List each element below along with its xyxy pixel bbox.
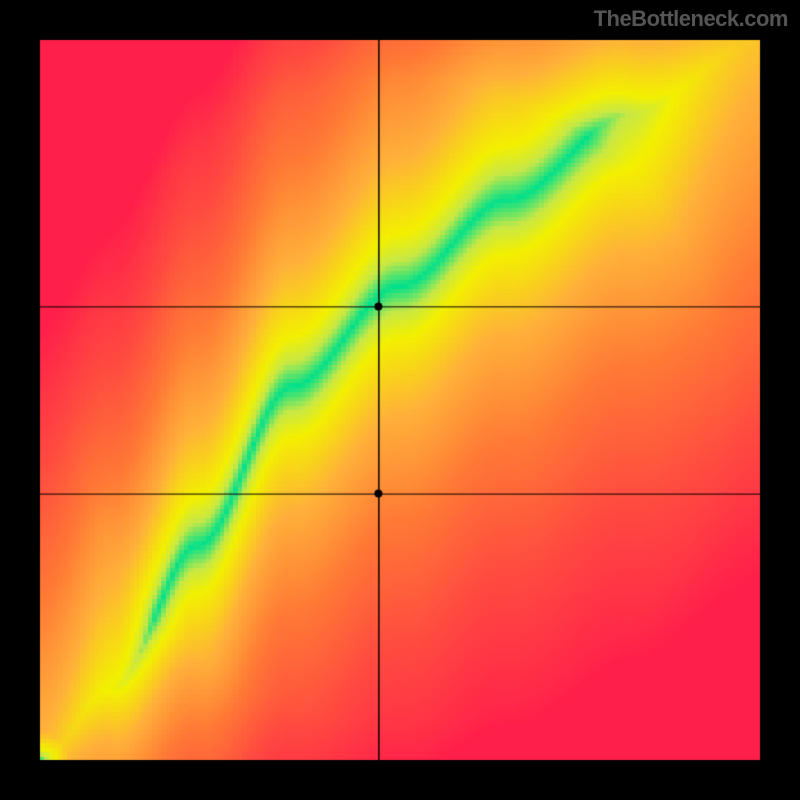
bottleneck-heatmap <box>0 0 800 800</box>
chart-container: TheBottleneck.com <box>0 0 800 800</box>
watermark-text: TheBottleneck.com <box>594 6 788 32</box>
